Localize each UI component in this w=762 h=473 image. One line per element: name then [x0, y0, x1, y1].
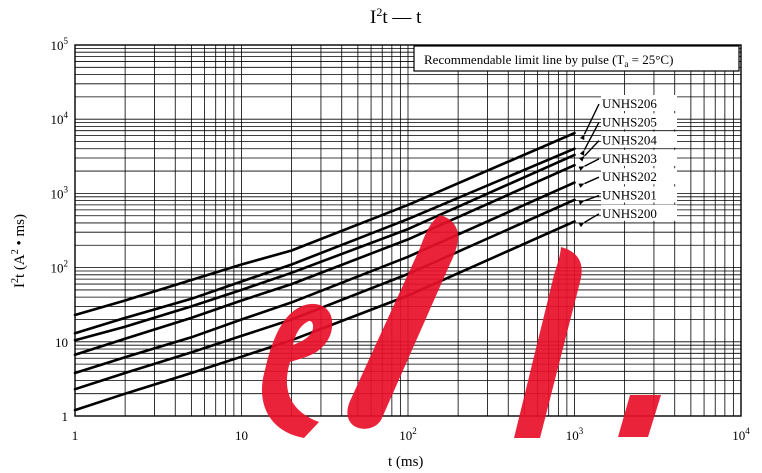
leader-line [583, 140, 600, 157]
series-line-unhs206 [73, 131, 576, 317]
curves [73, 131, 576, 412]
x-tick-label: 104 [732, 426, 750, 443]
x-tick-label: 103 [566, 426, 584, 443]
series-label-bg [601, 204, 677, 221]
y-tick-label: 10 [55, 335, 68, 350]
series-line-unhs204 [73, 153, 576, 342]
leader-line [583, 103, 600, 135]
series-label-bg [601, 131, 677, 148]
x-tick-label: 102 [399, 426, 417, 443]
series-labels: UNHS206 UNHS205 UNHS204 UNHS203 UNHS202 UNHS2… [578, 95, 677, 228]
leader-line [583, 121, 600, 151]
series-label: UNHS205 [602, 114, 657, 129]
leader-arrow [578, 200, 585, 205]
y-tick-label: 1 [62, 409, 69, 424]
series-label: UNHS204 [602, 133, 657, 148]
leader-arrow [579, 134, 585, 141]
leader-line [584, 158, 600, 167]
leader-arrow [579, 149, 585, 156]
series-line-unhs203 [73, 163, 576, 357]
leader-arrow [579, 155, 585, 162]
chart-title: I2t — t [370, 5, 422, 28]
series-line-unhs205 [73, 147, 576, 335]
y-axis-label: I2t (A2 • ms) [10, 214, 28, 288]
leader-line [584, 213, 600, 223]
y-tick-label: 102 [51, 259, 69, 276]
y-tick-labels: 1 10 102 103 104 105 [51, 36, 69, 424]
series-label: UNHS203 [602, 151, 657, 166]
x-tick-label: 10 [235, 428, 248, 443]
series-line-unhs201 [73, 198, 576, 391]
series-label: UNHS201 [602, 188, 657, 203]
leader-arrow [578, 183, 585, 188]
series-label-bg [601, 95, 677, 111]
series-label-bg [601, 186, 677, 203]
series-label: UNHS200 [602, 206, 657, 221]
series-label-bg [601, 113, 677, 130]
x-tick-label: 1 [72, 428, 79, 443]
y-tick-label: 103 [51, 184, 69, 201]
plot-frame [74, 44, 742, 417]
series-label-bg [601, 149, 677, 166]
leader-line [584, 194, 600, 202]
series-label-bg [601, 168, 677, 185]
y-tick-label: 105 [51, 36, 69, 53]
annotation-box: Recommendable limit line by pulse (Ta = … [413, 45, 740, 72]
x-axis-label: t (ms) [388, 454, 423, 470]
x-tick-labels: 1 10 102 103 104 [72, 426, 751, 443]
leader-arrow [578, 166, 585, 171]
leader-arrow [578, 222, 585, 228]
watermark-logo [261, 215, 661, 438]
leader-line [584, 176, 600, 185]
annotation-text: Recommendable limit line by pulse (Ta = … [424, 52, 673, 69]
series-line-unhs202 [73, 181, 576, 375]
series-label: UNHS206 [602, 96, 657, 111]
series-label: UNHS202 [602, 169, 657, 184]
y-tick-label: 104 [51, 110, 69, 127]
